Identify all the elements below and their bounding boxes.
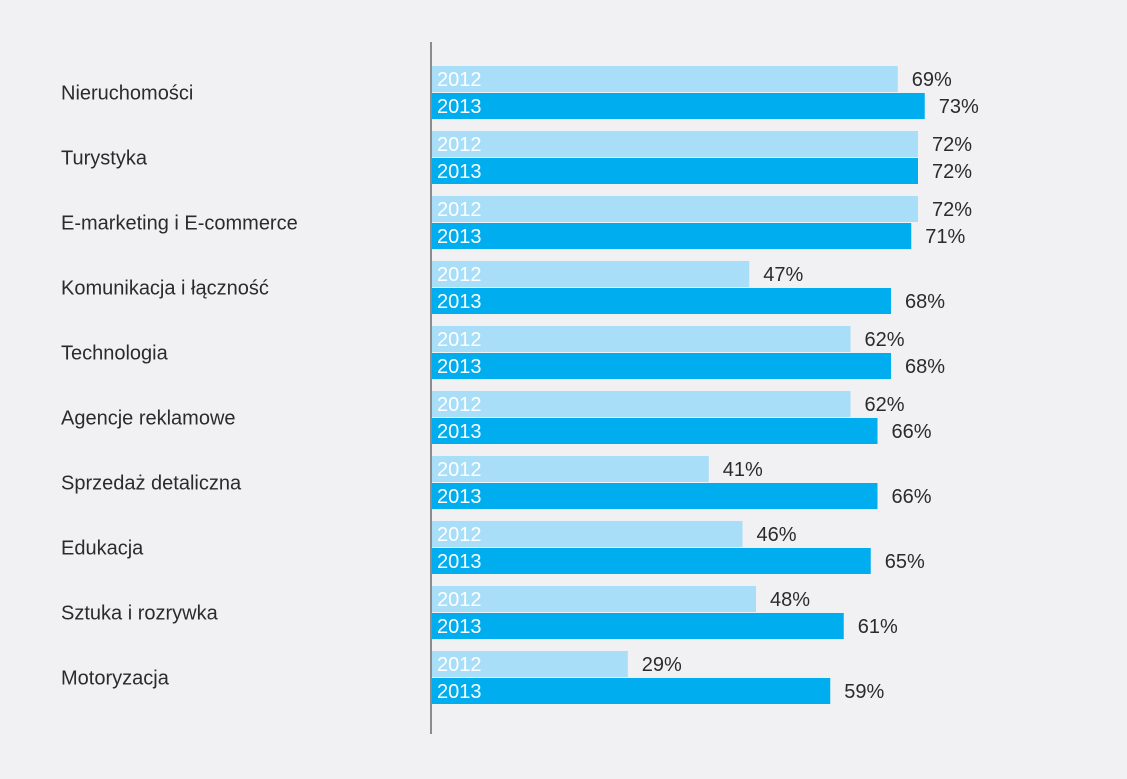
bar-value-label: 41% xyxy=(723,459,763,481)
category-label: Komunikacja i łączność xyxy=(61,278,269,300)
bar-2013 xyxy=(432,483,878,509)
category-label: Agencje reklamowe xyxy=(61,408,236,430)
category-label: E-marketing i E-commerce xyxy=(61,213,298,235)
category-label: Motoryzacja xyxy=(61,668,170,690)
category-label: Nieruchomości xyxy=(61,83,193,105)
bar-series-label: 2012 xyxy=(437,394,482,416)
bar-value-label: 61% xyxy=(858,616,898,638)
bar-value-label: 29% xyxy=(642,654,682,676)
bar-value-label: 65% xyxy=(885,551,925,573)
bar-value-label: 66% xyxy=(892,421,932,443)
bar-series-label: 2013 xyxy=(437,486,482,508)
bar-2013 xyxy=(432,548,871,574)
bar-2012 xyxy=(432,196,918,222)
bar-2013 xyxy=(432,288,891,314)
bar-value-label: 69% xyxy=(912,69,952,91)
bar-2013 xyxy=(432,418,878,444)
bar-2012 xyxy=(432,261,750,287)
bar-2013 xyxy=(432,678,831,704)
bar-value-label: 46% xyxy=(757,524,797,546)
bar-2012 xyxy=(432,586,756,612)
category-label: Edukacja xyxy=(61,538,144,560)
bar-value-label: 62% xyxy=(865,329,905,351)
bar-2012 xyxy=(432,391,851,417)
bar-series-label: 2013 xyxy=(437,681,482,703)
bar-2012 xyxy=(432,651,628,677)
bar-series-label: 2013 xyxy=(437,96,482,118)
bar-series-label: 2013 xyxy=(437,421,482,443)
category-label: Technologia xyxy=(61,343,169,365)
bar-value-label: 48% xyxy=(770,589,810,611)
bar-value-label: 59% xyxy=(844,681,884,703)
bar-value-label: 68% xyxy=(905,291,945,313)
bar-series-label: 2013 xyxy=(437,226,482,248)
bar-series-label: 2012 xyxy=(437,654,482,676)
bar-value-label: 68% xyxy=(905,356,945,378)
bar-series-label: 2013 xyxy=(437,356,482,378)
category-label: Sztuka i rozrywka xyxy=(61,603,219,625)
bar-2013 xyxy=(432,93,925,119)
bar-2012 xyxy=(432,456,709,482)
bar-2013 xyxy=(432,613,844,639)
bar-series-label: 2012 xyxy=(437,264,482,286)
bar-value-label: 72% xyxy=(932,161,972,183)
bar-2013 xyxy=(432,158,918,184)
bar-series-label: 2012 xyxy=(437,524,482,546)
bar-series-label: 2012 xyxy=(437,69,482,91)
bar-value-label: 71% xyxy=(925,226,965,248)
bar-series-label: 2012 xyxy=(437,329,482,351)
bar-series-label: 2012 xyxy=(437,589,482,611)
bar-series-label: 2013 xyxy=(437,616,482,638)
bar-2013 xyxy=(432,223,912,249)
bar-value-label: 72% xyxy=(932,134,972,156)
bar-value-label: 73% xyxy=(939,96,979,118)
bar-value-label: 72% xyxy=(932,199,972,221)
bar-2012 xyxy=(432,521,743,547)
bar-series-label: 2013 xyxy=(437,291,482,313)
bar-2012 xyxy=(432,131,918,157)
bar-series-label: 2012 xyxy=(437,199,482,221)
bar-value-label: 62% xyxy=(865,394,905,416)
bar-value-label: 47% xyxy=(763,264,803,286)
category-label: Sprzedaż detaliczna xyxy=(61,473,242,495)
bar-value-label: 66% xyxy=(892,486,932,508)
bar-series-label: 2013 xyxy=(437,161,482,183)
bar-series-label: 2012 xyxy=(437,134,482,156)
bar-2012 xyxy=(432,66,898,92)
category-label: Turystyka xyxy=(61,148,148,170)
bar-series-label: 2012 xyxy=(437,459,482,481)
bar-2013 xyxy=(432,353,891,379)
bar-series-label: 2013 xyxy=(437,551,482,573)
bar-2012 xyxy=(432,326,851,352)
